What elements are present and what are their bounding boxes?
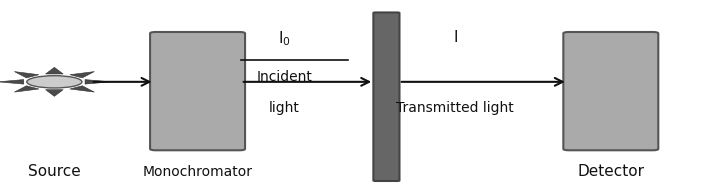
Polygon shape: [46, 90, 63, 96]
Polygon shape: [70, 72, 94, 78]
Text: Incident: Incident: [256, 70, 312, 84]
Text: Source: Source: [28, 163, 80, 179]
Text: I: I: [453, 30, 457, 45]
Text: I$_0$: I$_0$: [278, 30, 291, 48]
FancyBboxPatch shape: [150, 32, 245, 150]
Polygon shape: [70, 86, 94, 92]
Text: light: light: [269, 101, 299, 115]
Polygon shape: [14, 86, 39, 92]
Polygon shape: [85, 80, 111, 84]
Polygon shape: [0, 80, 24, 84]
Ellipse shape: [27, 76, 82, 88]
FancyBboxPatch shape: [563, 32, 658, 150]
Text: Transmitted light: Transmitted light: [397, 101, 514, 115]
Text: Detector: Detector: [577, 163, 645, 179]
Polygon shape: [14, 72, 39, 78]
FancyBboxPatch shape: [373, 12, 399, 181]
Text: Monochromator: Monochromator: [143, 165, 252, 179]
Polygon shape: [46, 67, 63, 74]
